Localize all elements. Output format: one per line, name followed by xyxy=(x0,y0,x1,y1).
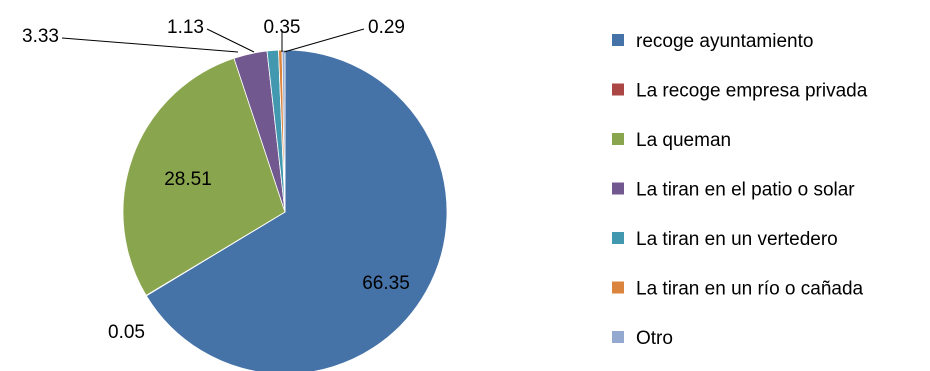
legend-label: Otro xyxy=(636,328,673,349)
legend-swatch xyxy=(612,331,624,343)
leader-line xyxy=(283,28,365,53)
legend-label: recoge ayuntamiento xyxy=(636,31,813,52)
data-label: 1.13 xyxy=(167,17,204,38)
data-label: 66.35 xyxy=(362,273,410,294)
legend-swatch xyxy=(612,281,624,294)
legend-label: La queman xyxy=(636,130,731,151)
data-label: 0.29 xyxy=(368,17,405,38)
legend-swatch xyxy=(612,34,624,46)
legend-swatch xyxy=(612,232,624,244)
pie-slices xyxy=(122,49,448,371)
legend-swatch xyxy=(612,182,624,195)
legend-label: La tiran en un río o cañada xyxy=(636,279,864,300)
data-label: 0.05 xyxy=(108,322,145,343)
data-label: 3.33 xyxy=(22,26,59,47)
data-label: 28.51 xyxy=(164,169,212,190)
legend-label: La tiran en el patio o solar xyxy=(636,180,855,201)
leader-line xyxy=(61,37,239,53)
leader-line xyxy=(206,28,255,53)
legend-swatch xyxy=(612,83,624,96)
pie-slice xyxy=(122,57,286,296)
data-label: 0.35 xyxy=(264,17,301,38)
data-labels: 66.35 0.05 28.51 3.33 1.13 0.35 0.29 xyxy=(22,17,410,343)
legend-label: La tiran en un vertedero xyxy=(636,229,838,250)
legend: recoge ayuntamiento La recoge empresa pri… xyxy=(612,31,868,349)
legend-swatch xyxy=(612,133,624,145)
legend-label: La recoge empresa privada xyxy=(636,81,868,102)
pie-slice xyxy=(145,49,448,371)
leader-lines xyxy=(61,28,365,53)
